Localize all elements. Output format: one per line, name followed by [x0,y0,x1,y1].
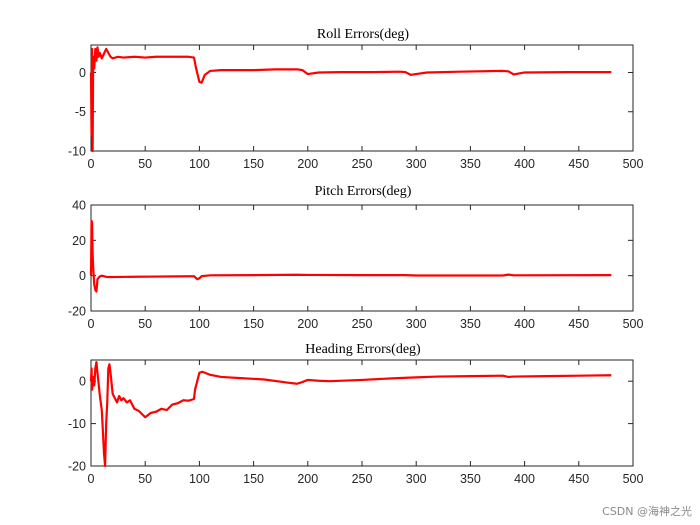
roll-series-line [89,46,612,153]
roll-plot-area [90,44,634,152]
pitch-series-line [89,219,612,293]
pitch-errors-subplot: Pitch Errors(deg) 0 50 100 150 200 250 300 350 4… [68,184,644,331]
pitch-x-tick-label: 450 [568,317,589,331]
heading-x-tick-label: 500 [623,472,644,486]
pitch-x-tick-label: 500 [623,317,644,331]
heading-y-tick-label: -20 [68,460,86,474]
heading-x-tick-label: 150 [243,472,264,486]
pitch-y-tick-label: 0 [79,269,86,283]
pitch-x-tick-label: 200 [297,317,318,331]
heading-x-tick-label: 50 [138,472,152,486]
heading-x-tick-label: 400 [514,472,535,486]
pitch-y-tick-label: 40 [72,199,86,213]
pitch-chart-title: Pitch Errors(deg) [315,184,412,199]
roll-x-tick-label: 300 [406,157,427,171]
heading-x-tick-label: 200 [297,472,318,486]
roll-errors-subplot: Roll Errors(deg) 0 50 100 150 200 250 300 350 40… [68,27,644,171]
roll-chart-title: Roll Errors(deg) [317,27,409,42]
pitch-y-tick-label: -20 [68,305,86,319]
roll-x-tick-label: 50 [138,157,152,171]
roll-ticks: 0 50 100 150 200 250 300 350 400 450 500 -10 -5 0 [68,45,644,171]
pitch-x-tick-label: 100 [189,317,210,331]
heading-x-tick-label: 300 [406,472,427,486]
watermark: CSDN @海神之光 [602,505,692,518]
pitch-plot-area [90,204,634,312]
roll-x-tick-label: 250 [352,157,373,171]
pitch-x-tick-label: 400 [514,317,535,331]
pitch-x-tick-label: 300 [406,317,427,331]
heading-x-tick-label: 350 [460,472,481,486]
heading-x-tick-label: 0 [88,472,95,486]
heading-x-tick-label: 100 [189,472,210,486]
heading-x-tick-label: 250 [352,472,373,486]
heading-x-tick-label: 450 [568,472,589,486]
pitch-y-tick-label: 20 [72,234,86,248]
heading-errors-subplot: Heading Errors(deg) 0 50 100 150 200 250 300 35… [68,342,644,486]
roll-y-tick-label: -5 [75,105,86,119]
roll-x-tick-label: 400 [514,157,535,171]
pitch-x-tick-label: 350 [460,317,481,331]
heading-series-line [89,361,612,468]
pitch-x-tick-label: 250 [352,317,373,331]
roll-x-tick-label: 150 [243,157,264,171]
heading-y-tick-label: 0 [79,375,86,389]
roll-x-tick-label: 0 [88,157,95,171]
pitch-x-tick-label: 0 [88,317,95,331]
pitch-x-tick-label: 50 [138,317,152,331]
pitch-x-tick-label: 150 [243,317,264,331]
roll-x-tick-label: 450 [568,157,589,171]
heading-ticks: 0 50 100 150 200 250 300 350 400 450 500 -20 -10 0 [68,360,644,486]
roll-y-tick-label: 0 [79,66,86,80]
roll-x-tick-label: 200 [297,157,318,171]
roll-x-tick-label: 500 [623,157,644,171]
heading-chart-title: Heading Errors(deg) [305,342,421,357]
heading-y-tick-label: -10 [68,417,86,431]
roll-y-tick-label: -10 [68,145,86,159]
roll-x-tick-label: 350 [460,157,481,171]
roll-x-tick-label: 100 [189,157,210,171]
